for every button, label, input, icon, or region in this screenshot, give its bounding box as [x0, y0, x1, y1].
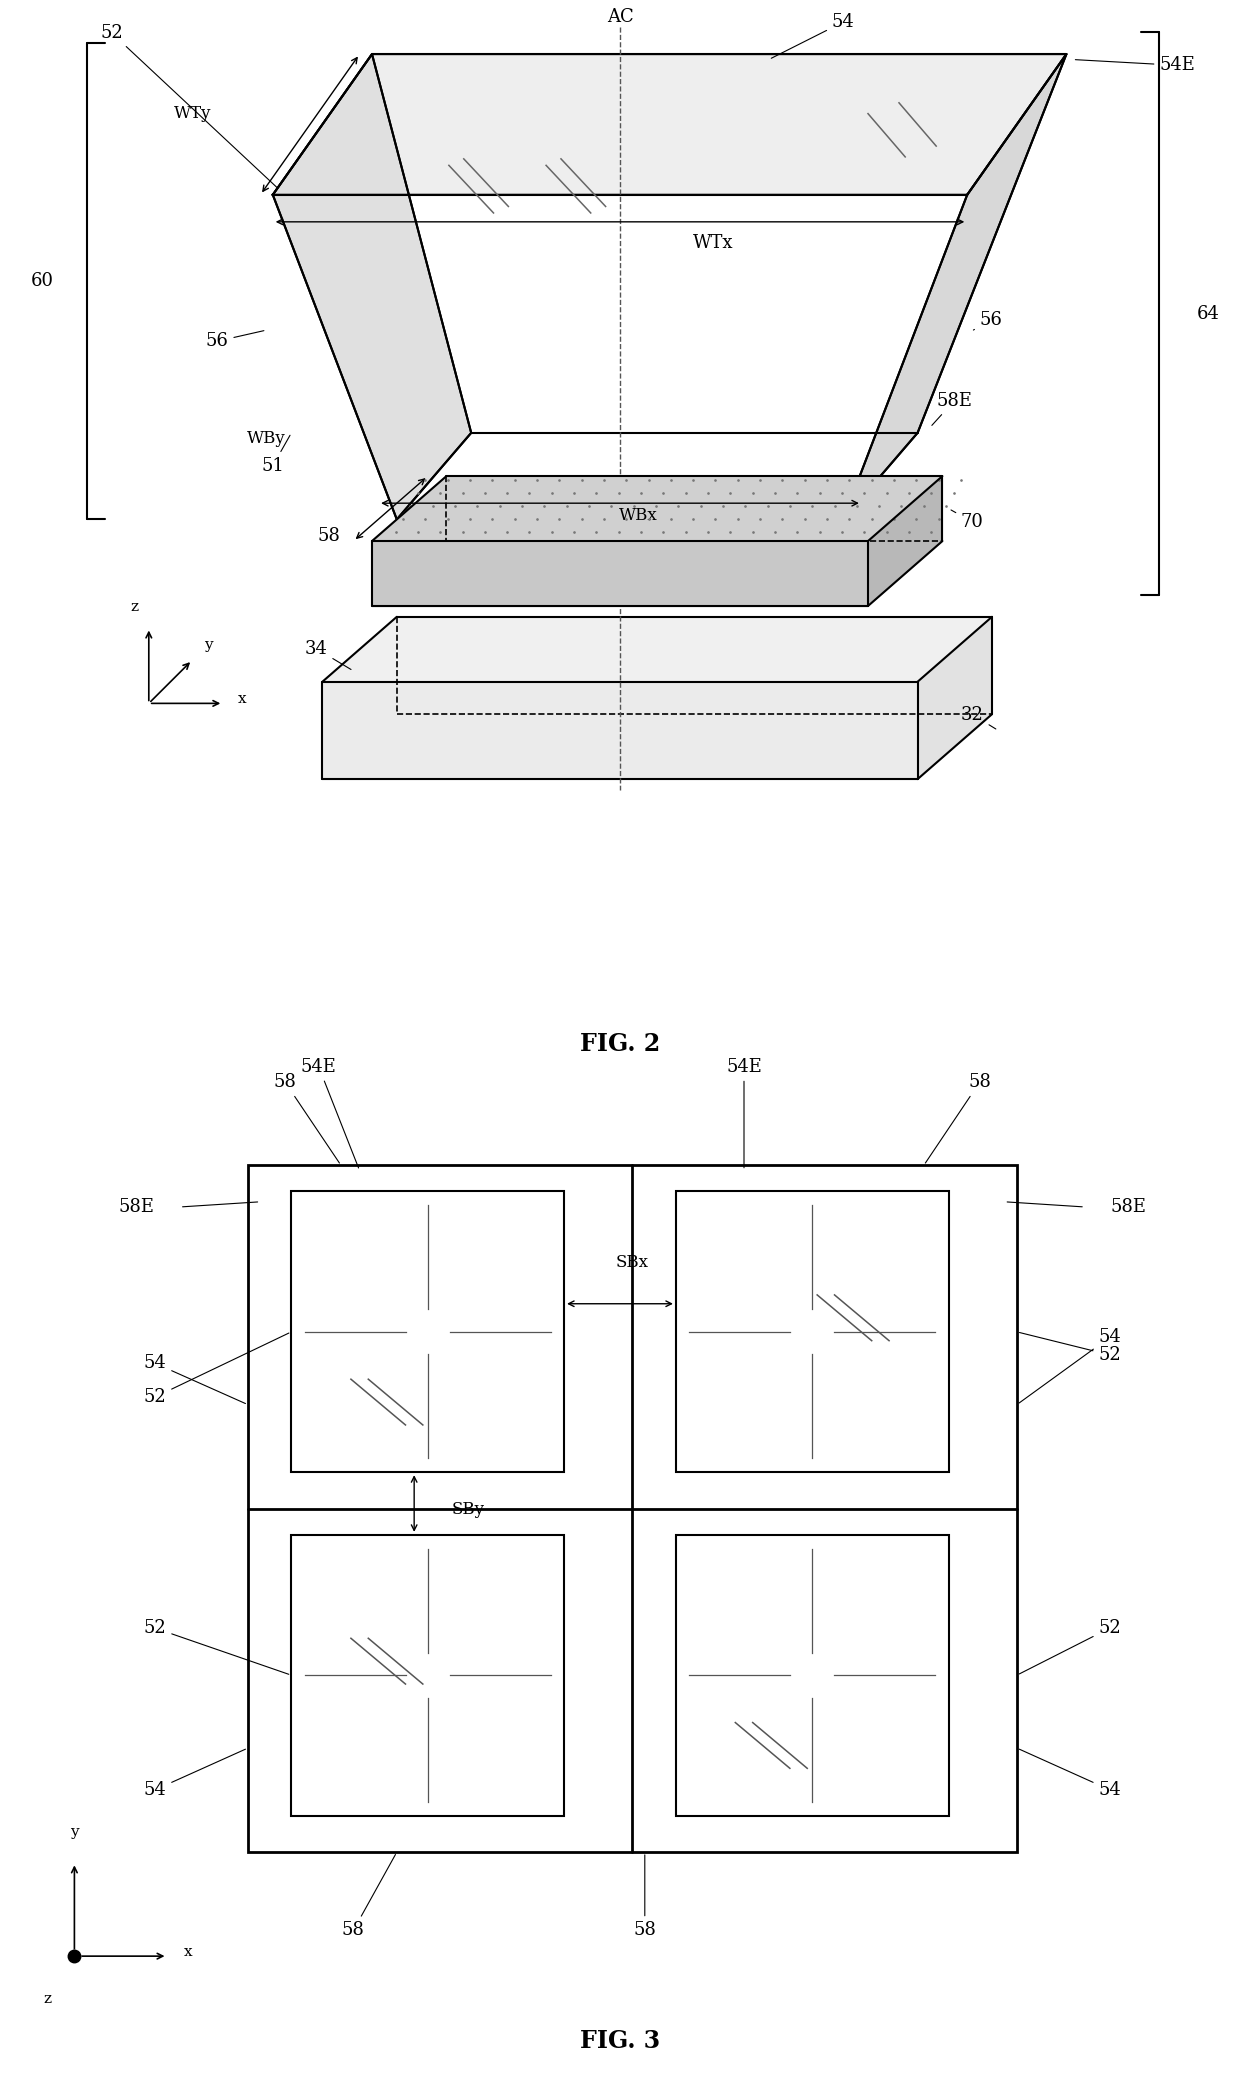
- Bar: [676, 1190, 949, 1473]
- Text: WBy: WBy: [247, 431, 286, 447]
- Bar: [676, 1536, 949, 1815]
- Text: AC: AC: [606, 8, 634, 27]
- Text: y: y: [205, 639, 212, 651]
- Text: FIG. 3: FIG. 3: [580, 2029, 660, 2054]
- Text: 52: 52: [1019, 1332, 1121, 1363]
- Text: 54: 54: [1019, 1750, 1121, 1798]
- Text: 34: 34: [305, 639, 351, 670]
- Bar: [291, 1536, 564, 1815]
- Text: 58: 58: [274, 1074, 340, 1163]
- Text: 54: 54: [144, 1750, 246, 1798]
- Polygon shape: [918, 616, 992, 778]
- Text: 56: 56: [206, 331, 264, 350]
- Polygon shape: [322, 683, 918, 778]
- Text: 58E: 58E: [1110, 1199, 1147, 1215]
- Text: z: z: [43, 1992, 51, 2006]
- Text: 58: 58: [342, 1854, 396, 1939]
- Text: 54E: 54E: [301, 1057, 358, 1167]
- Text: FIG. 2: FIG. 2: [580, 1032, 660, 1057]
- Text: 54: 54: [1019, 1328, 1121, 1403]
- Polygon shape: [322, 616, 992, 683]
- Polygon shape: [868, 477, 942, 606]
- Text: WTx: WTx: [693, 235, 733, 252]
- Polygon shape: [273, 54, 1066, 196]
- Text: 52: 52: [144, 1619, 289, 1675]
- Text: 52: 52: [1019, 1619, 1121, 1673]
- Text: 52: 52: [100, 23, 277, 187]
- Text: 32: 32: [961, 705, 996, 728]
- Text: 54E: 54E: [727, 1057, 761, 1167]
- Text: 58E: 58E: [118, 1199, 155, 1215]
- Bar: [248, 1165, 1017, 1852]
- Polygon shape: [843, 54, 1066, 520]
- Text: x: x: [185, 1946, 192, 1958]
- Polygon shape: [273, 54, 471, 520]
- Text: 64: 64: [1197, 304, 1219, 323]
- Text: 52: 52: [144, 1334, 289, 1407]
- Polygon shape: [372, 477, 942, 541]
- Text: 58: 58: [317, 526, 340, 545]
- Text: SBy: SBy: [451, 1500, 485, 1517]
- Text: SBx: SBx: [616, 1255, 649, 1271]
- Text: 54: 54: [771, 12, 854, 58]
- Text: 70: 70: [951, 510, 983, 531]
- Text: 56: 56: [973, 310, 1002, 331]
- Text: 58: 58: [925, 1074, 991, 1163]
- Text: z: z: [130, 601, 138, 614]
- Bar: [291, 1190, 564, 1473]
- Text: 58: 58: [634, 1854, 656, 1939]
- Text: 54E: 54E: [1075, 56, 1195, 75]
- Text: 54: 54: [144, 1355, 246, 1403]
- Text: y: y: [71, 1825, 78, 1840]
- Text: WBx: WBx: [619, 506, 658, 524]
- Polygon shape: [372, 541, 868, 606]
- Text: 60: 60: [31, 273, 55, 291]
- Text: 51: 51: [262, 435, 290, 474]
- Text: WTy: WTy: [174, 106, 211, 123]
- Text: x: x: [238, 693, 246, 705]
- Text: 58E: 58E: [932, 391, 972, 425]
